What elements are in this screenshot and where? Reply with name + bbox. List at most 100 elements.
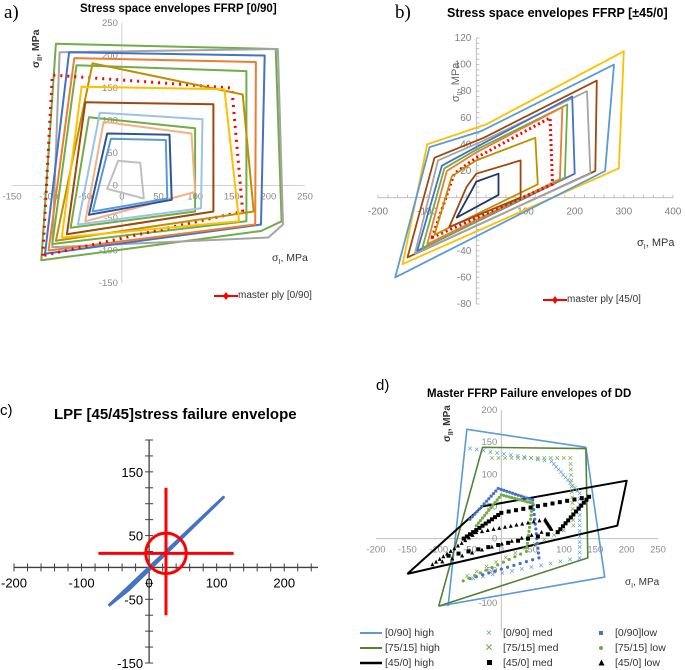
svg-text:×: × <box>571 515 576 525</box>
y-axis-label-a: σII, MPa <box>30 29 45 68</box>
svg-text:250: 250 <box>297 192 313 203</box>
svg-text:×: × <box>484 562 489 572</box>
svg-text:×: × <box>493 557 498 567</box>
chart-title-c: LPF [45/45]stress failure envelope <box>54 406 297 423</box>
svg-text:×: × <box>567 555 572 565</box>
svg-text:×: × <box>569 493 574 503</box>
svg-text:×: × <box>568 470 573 480</box>
svg-text:200: 200 <box>481 405 497 416</box>
svg-text:×: × <box>508 450 513 460</box>
svg-text:-100: -100 <box>39 192 58 203</box>
svg-text:0: 0 <box>145 575 152 590</box>
svg-text:×: × <box>570 481 575 491</box>
svg-text:×: × <box>489 453 494 463</box>
svg-text:×: × <box>563 473 568 483</box>
svg-text:×: × <box>571 521 576 531</box>
svg-text:×: × <box>577 548 582 558</box>
svg-text:0: 0 <box>119 192 124 203</box>
svg-text:×: × <box>509 566 514 576</box>
svg-text:×: × <box>568 464 573 474</box>
svg-text:×: × <box>528 453 533 463</box>
svg-text:-100: -100 <box>478 598 497 609</box>
svg-text:150: 150 <box>224 192 240 203</box>
svg-text:-50: -50 <box>104 213 118 224</box>
svg-text:×: × <box>548 453 553 463</box>
svg-text:×: × <box>480 572 485 582</box>
svg-text:×: × <box>528 453 533 463</box>
chart-title-d: Master FFRP Failure envelopes of DD <box>427 388 632 400</box>
svg-text:×: × <box>561 470 566 480</box>
svg-text:×: × <box>570 504 575 514</box>
svg-text:-50: -50 <box>124 592 143 607</box>
legend-item: [0/90]low <box>590 626 685 640</box>
y-axis-label-b: σII, MPa <box>450 62 465 102</box>
svg-text:×: × <box>568 478 573 488</box>
svg-text:50: 50 <box>527 545 538 556</box>
svg-text:-150: -150 <box>99 278 118 289</box>
svg-text:-80: -80 <box>457 299 472 310</box>
svg-text:×: × <box>522 543 527 553</box>
chart-a-plot: -150 -100 -50 0 50 100 150 200 250-150-100-50050… <box>2 18 313 289</box>
legend-item: × [0/90] med <box>485 627 553 639</box>
svg-text:×: × <box>555 453 560 463</box>
svg-text:×: × <box>549 456 554 466</box>
svg-text:×: × <box>569 481 574 491</box>
x-axis-label-b: σI, MPa <box>637 237 675 252</box>
svg-text:0: 0 <box>113 181 118 192</box>
svg-text:×: × <box>558 467 563 477</box>
svg-text:-200: -200 <box>366 545 385 556</box>
svg-text:×: × <box>561 453 566 463</box>
legend-marker-master-ply <box>214 291 238 300</box>
panel-label-d: d) <box>376 377 390 394</box>
svg-text:×: × <box>532 539 537 549</box>
svg-text:×: × <box>551 530 556 540</box>
svg-text:80: 80 <box>460 86 472 97</box>
y-axis-label-d: σII, MPa <box>442 405 455 442</box>
svg-text:×: × <box>577 494 582 504</box>
legend-item: [75/15] low <box>590 641 685 655</box>
svg-text:100: 100 <box>556 545 572 556</box>
svg-text:-50: -50 <box>78 192 92 203</box>
svg-text:×: × <box>556 464 561 474</box>
svg-text:×: × <box>529 562 534 572</box>
svg-text:×: × <box>535 453 540 463</box>
svg-text:×: × <box>467 444 472 454</box>
svg-text:×: × <box>515 453 520 463</box>
chart-title-a: Stress space envelopes FFRP [0/90] <box>80 3 277 15</box>
svg-text:×: × <box>535 454 540 464</box>
svg-text:200: 200 <box>260 192 276 203</box>
svg-text:-150: -150 <box>398 545 417 556</box>
legend-label-a: master ply [0/90] <box>238 290 312 301</box>
svg-text:120: 120 <box>455 33 472 44</box>
svg-text:×: × <box>561 525 566 535</box>
svg-text:×: × <box>513 548 518 558</box>
svg-text:-150: -150 <box>2 192 21 203</box>
svg-text:-40: -40 <box>457 246 472 257</box>
svg-text:200: 200 <box>273 575 295 590</box>
svg-text:150: 150 <box>587 545 603 556</box>
svg-text:50: 50 <box>107 148 118 159</box>
svg-text:×: × <box>568 459 573 469</box>
svg-text:150: 150 <box>121 465 143 480</box>
svg-text:×: × <box>474 445 479 455</box>
svg-text:×: × <box>565 475 570 485</box>
svg-text:×: × <box>509 453 514 463</box>
svg-text:×: × <box>569 487 574 497</box>
svg-text:×: × <box>577 537 582 547</box>
svg-text:×: × <box>542 534 547 544</box>
svg-text:×: × <box>577 553 582 563</box>
svg-text:60: 60 <box>460 113 472 124</box>
svg-text:×: × <box>577 521 582 531</box>
svg-text:200: 200 <box>102 51 118 62</box>
svg-text:×: × <box>558 557 563 567</box>
svg-text:0: 0 <box>499 545 504 556</box>
svg-text:×: × <box>538 560 543 570</box>
svg-text:-100: -100 <box>429 545 448 556</box>
svg-text:-60: -60 <box>457 272 472 283</box>
svg-text:×: × <box>522 452 527 462</box>
svg-text:50: 50 <box>153 192 164 203</box>
svg-text:×: × <box>577 526 582 536</box>
svg-text:400: 400 <box>665 207 682 218</box>
legend-item: ✕ [75/15] med <box>484 642 559 654</box>
svg-text:-200: -200 <box>368 207 388 218</box>
